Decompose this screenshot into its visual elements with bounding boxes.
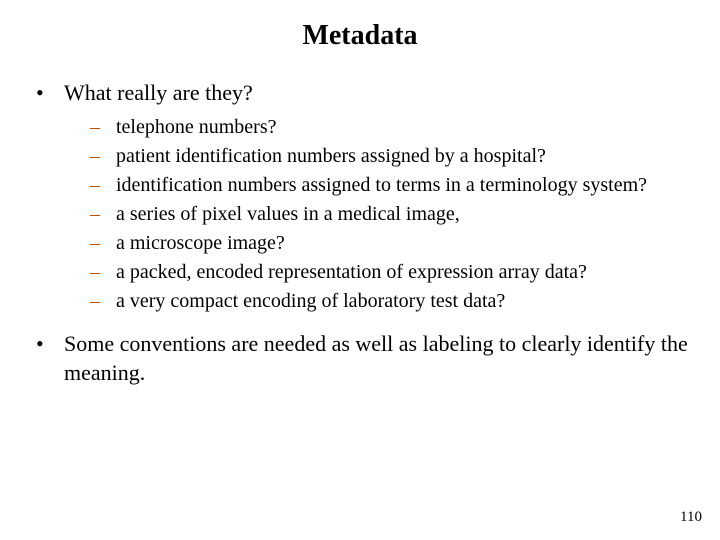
slide-body: • What really are they? – telephone numb… <box>0 62 720 388</box>
sub-item: – a packed, encoded representation of ex… <box>90 259 690 286</box>
sub-list: – telephone numbers? – patient identific… <box>90 114 690 315</box>
slide: Metadata • What really are they? – telep… <box>0 0 720 540</box>
dash-icon: – <box>90 172 116 199</box>
bullet-item: • What really are they? <box>30 78 690 108</box>
sub-text: telephone numbers? <box>116 114 690 141</box>
sub-text: patient identification numbers assigned … <box>116 143 690 170</box>
sub-text: a microscope image? <box>116 230 690 257</box>
dash-icon: – <box>90 288 116 315</box>
bullet-item: • Some conventions are needed as well as… <box>30 329 690 388</box>
sub-text: a very compact encoding of laboratory te… <box>116 288 690 315</box>
dash-icon: – <box>90 143 116 170</box>
sub-text: a series of pixel values in a medical im… <box>116 201 690 228</box>
dash-icon: – <box>90 259 116 286</box>
bullet-text: What really are they? <box>64 78 690 108</box>
sub-item: – a microscope image? <box>90 230 690 257</box>
slide-title: Metadata <box>0 0 720 62</box>
bullet-dot-icon: • <box>30 78 64 108</box>
page-number: 110 <box>680 509 702 526</box>
bullet-dot-icon: • <box>30 329 64 388</box>
sub-item: – telephone numbers? <box>90 114 690 141</box>
bullet-text: Some conventions are needed as well as l… <box>64 329 690 388</box>
sub-text: a packed, encoded representation of expr… <box>116 259 690 286</box>
sub-text: identification numbers assigned to terms… <box>116 172 690 199</box>
sub-item: – a very compact encoding of laboratory … <box>90 288 690 315</box>
sub-item: – a series of pixel values in a medical … <box>90 201 690 228</box>
dash-icon: – <box>90 230 116 257</box>
dash-icon: – <box>90 201 116 228</box>
sub-item: – patient identification numbers assigne… <box>90 143 690 170</box>
dash-icon: – <box>90 114 116 141</box>
sub-item: – identification numbers assigned to ter… <box>90 172 690 199</box>
